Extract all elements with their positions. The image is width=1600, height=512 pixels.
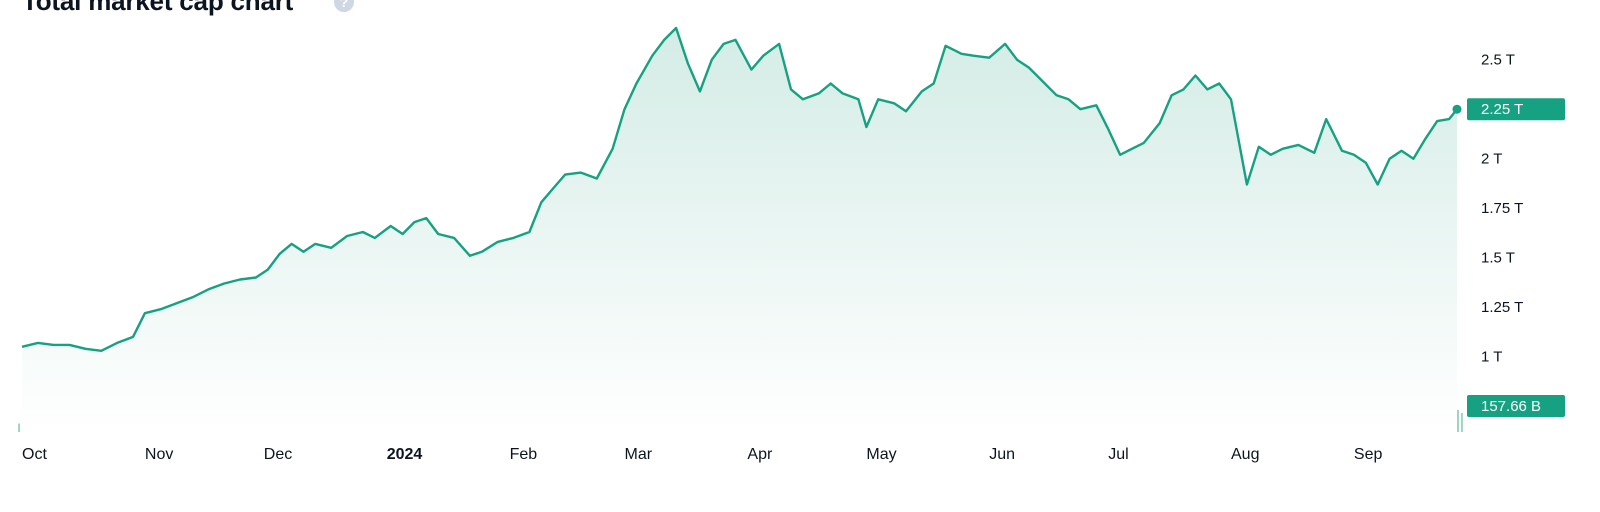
- y-tick-label: 1 T: [1481, 349, 1502, 366]
- current-value-dot: [1452, 104, 1462, 114]
- current-value-badge: 2.25 T: [1467, 98, 1565, 121]
- x-tick-label: Dec: [264, 446, 292, 463]
- current-volume-label: 157.66 B: [1481, 398, 1541, 415]
- info-icon[interactable]: ?: [334, 0, 354, 12]
- y-tick-label: 1.25 T: [1481, 299, 1523, 316]
- market-cap-area: [22, 28, 1457, 432]
- x-tick-label: Mar: [625, 446, 653, 463]
- volume-bar: [1457, 409, 1459, 432]
- y-tick-label: 1.5 T: [1481, 250, 1515, 267]
- x-tick-label: Oct: [22, 446, 47, 463]
- x-tick-label: Apr: [747, 446, 773, 463]
- market-cap-line: [21, 26, 1458, 352]
- x-tick-label: 2024: [387, 446, 423, 463]
- volume-bar: [1460, 413, 1463, 432]
- x-axis: Oct Nov Dec 2024 Feb Mar Apr May Jun Jul Aug Sep: [22, 446, 1382, 463]
- x-tick-label: May: [866, 446, 896, 463]
- volume-bar: [18, 423, 21, 432]
- y-tick-label: 2 T: [1481, 151, 1502, 168]
- x-tick-label: Jul: [1108, 446, 1128, 463]
- x-tick-label: Jun: [989, 446, 1015, 463]
- chart-title: Total market cap chart: [22, 0, 294, 16]
- x-tick-label: Aug: [1231, 446, 1259, 463]
- x-tick-label: Sep: [1354, 446, 1383, 463]
- current-value-label: 2.25 T: [1481, 101, 1523, 118]
- y-tick-label: 2.5 T: [1481, 52, 1515, 69]
- x-tick-label: Feb: [510, 446, 538, 463]
- y-tick-label: 1.75 T: [1481, 200, 1523, 217]
- current-volume-badge: 157.66 B: [1467, 395, 1565, 417]
- x-tick-label: Nov: [145, 446, 173, 463]
